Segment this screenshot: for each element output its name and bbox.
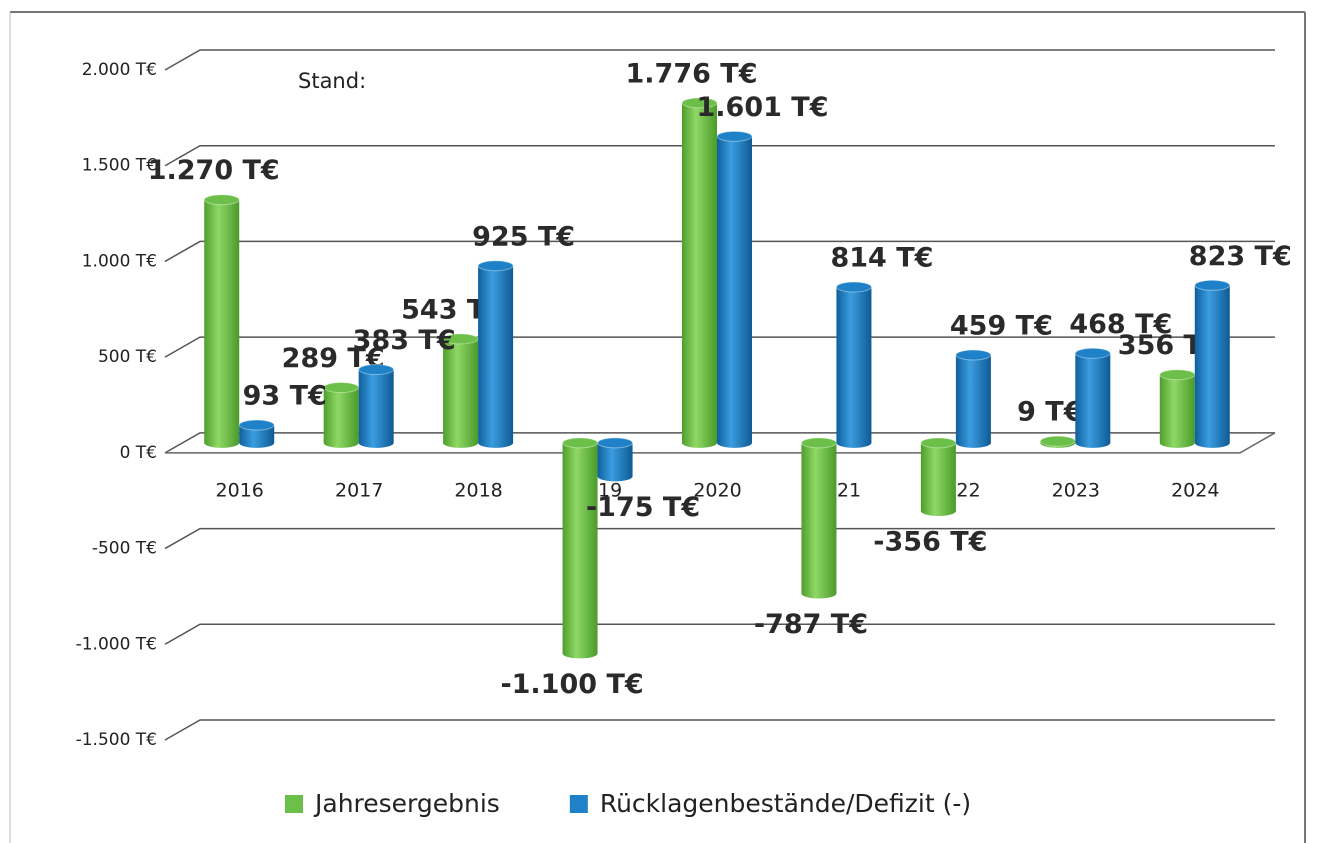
legend-label: Rücklagenbestände/Defizit (-) <box>600 789 971 818</box>
legend-label: Jahresergebnis <box>313 789 500 818</box>
bar-bottom <box>478 437 514 448</box>
value-label: 1.601 T€ <box>696 92 828 123</box>
x-tick-label: 2024 <box>1171 479 1219 501</box>
value-label: -356 T€ <box>873 527 987 558</box>
y-tick-label: 1.000 T€ <box>82 251 157 271</box>
value-label: 823 T€ <box>1189 241 1292 272</box>
bar <box>239 425 275 443</box>
value-label: -1.100 T€ <box>500 669 643 700</box>
bar-bottom <box>239 437 275 448</box>
bar-cap <box>1039 435 1076 447</box>
bar <box>478 265 514 443</box>
bar-cap <box>477 260 514 272</box>
bar <box>801 442 837 594</box>
bar <box>562 442 598 654</box>
grid-line <box>164 144 1275 167</box>
value-label: 93 T€ <box>243 381 327 412</box>
value-label: 1.270 T€ <box>148 155 280 186</box>
bar-bottom <box>443 437 479 448</box>
bar-cap <box>835 281 872 293</box>
bar <box>955 354 991 443</box>
value-label: 1.776 T€ <box>625 58 757 89</box>
bar-cap <box>800 437 837 449</box>
bar-bottom <box>1075 437 1111 448</box>
grid-line <box>164 527 1275 550</box>
y-tick-label: -1.500 T€ <box>76 730 157 750</box>
bar-bottom <box>1194 437 1230 448</box>
bar-bottom <box>204 437 240 448</box>
y-tick-label: 1.500 T€ <box>82 156 157 176</box>
bar-cap <box>681 97 718 109</box>
bar <box>1194 285 1230 443</box>
value-label: -787 T€ <box>754 609 868 640</box>
x-tick-label: 2023 <box>1052 479 1100 501</box>
zero-floor <box>165 432 1276 454</box>
bar <box>358 369 394 443</box>
value-label: -175 T€ <box>586 492 700 523</box>
legend-swatch <box>569 795 588 813</box>
y-tick-label: 2.000 T€ <box>82 60 157 80</box>
bar-cap <box>597 437 634 449</box>
bar <box>920 442 956 512</box>
bar-bottom <box>682 437 717 448</box>
bar <box>204 199 240 443</box>
bar-cap <box>1074 347 1111 359</box>
bar-bottom <box>597 471 633 482</box>
bar <box>836 287 872 443</box>
x-tick-label: 2018 <box>454 479 502 501</box>
y-tick-label: 0 T€ <box>120 443 157 463</box>
bar-bottom <box>323 437 359 448</box>
annotation: Stand: <box>298 69 366 93</box>
value-label: 383 T€ <box>353 325 456 356</box>
bar-bottom <box>562 648 598 659</box>
bar <box>682 102 717 443</box>
bar-cap <box>203 194 240 206</box>
bar-cap <box>716 130 753 142</box>
y-tick-label: -500 T€ <box>92 539 157 559</box>
bar-cap <box>955 349 992 361</box>
bar <box>1075 353 1111 443</box>
bar-cap <box>358 364 395 376</box>
bar-cap <box>1159 369 1196 381</box>
y-tick-label: -1.000 T€ <box>76 634 157 654</box>
grid-line <box>164 623 1275 645</box>
bar-bottom <box>717 437 752 448</box>
bar-cap <box>920 437 957 449</box>
x-tick-label: 2016 <box>216 479 264 501</box>
x-tick-label: 2017 <box>335 479 383 501</box>
value-label: 9 T€ <box>1017 397 1082 428</box>
value-label: 925 T€ <box>472 221 575 252</box>
y-tick-label: 500 T€ <box>98 347 157 367</box>
bar-bottom <box>955 437 991 448</box>
grid-line <box>164 240 1275 263</box>
bar <box>597 442 633 477</box>
bar <box>443 338 479 443</box>
grid-line <box>164 336 1275 358</box>
bar-bottom <box>358 437 394 448</box>
bar-bottom <box>1159 437 1195 448</box>
grid-line <box>164 719 1275 741</box>
value-label: 814 T€ <box>830 243 933 274</box>
bar-cap <box>562 437 599 449</box>
grid-line <box>164 432 1275 454</box>
x-tick-label: 2020 <box>693 479 741 501</box>
bar-cap <box>1194 279 1231 291</box>
value-label: 468 T€ <box>1069 309 1172 340</box>
bar <box>1159 374 1195 443</box>
bar-bottom <box>920 506 956 517</box>
bar-cap <box>238 419 275 431</box>
legend-swatch <box>285 795 303 813</box>
bar <box>717 136 752 443</box>
value-label: 459 T€ <box>950 310 1053 341</box>
bar-bottom <box>836 437 872 448</box>
bar <box>323 387 359 443</box>
bar-bottom <box>801 588 837 599</box>
grid-line <box>164 49 1275 71</box>
bar-cap <box>323 382 360 394</box>
